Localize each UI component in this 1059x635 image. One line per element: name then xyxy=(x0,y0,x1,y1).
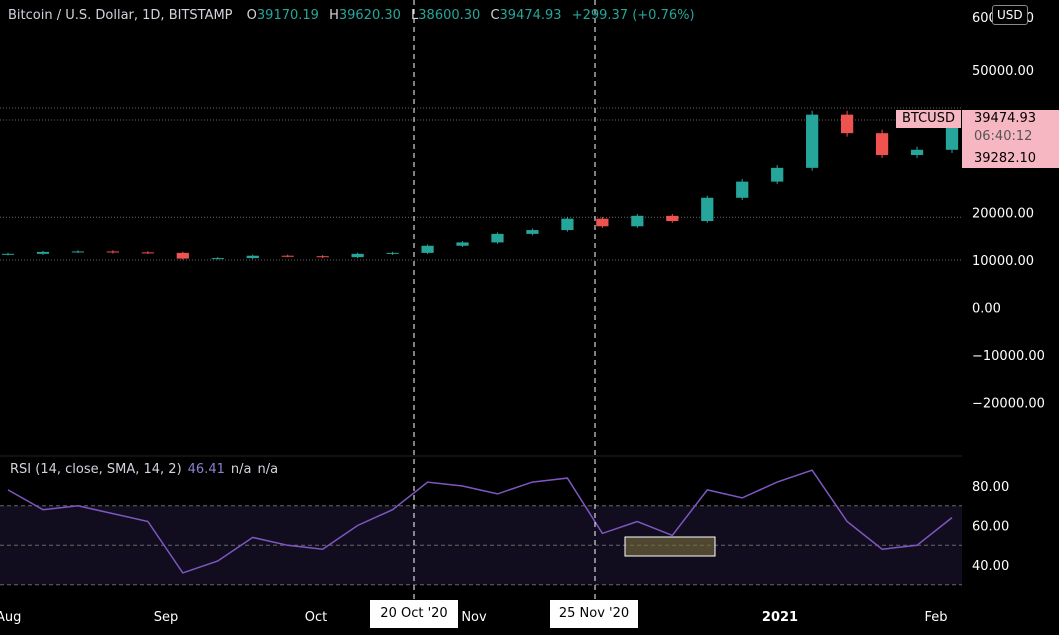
countdown-label: 06:40:12 xyxy=(974,129,1033,144)
time-tick-label: Oct xyxy=(305,610,327,625)
crosshair-date-2-label: 25 Nov '20 xyxy=(558,606,630,621)
candle xyxy=(141,252,154,254)
candle xyxy=(771,167,784,182)
second-price-tag: 39282.10 xyxy=(962,150,1059,168)
ohlc-close-label: C xyxy=(490,8,500,23)
candle xyxy=(351,253,364,258)
rsi-legend: RSI (14, close, SMA, 14, 2) 46.41 n/a n/a xyxy=(10,462,278,477)
time-tick-label: Sep xyxy=(154,610,179,625)
ohlc-low-label: L xyxy=(411,8,419,23)
price-tick-label: 10000.00 xyxy=(972,254,1034,269)
candle xyxy=(211,258,224,260)
candle xyxy=(71,251,85,253)
candle xyxy=(456,242,469,246)
rsi-line xyxy=(7,469,953,574)
candle xyxy=(386,252,399,254)
ohlc-high-label: H xyxy=(329,8,339,23)
candle xyxy=(631,215,644,227)
candle xyxy=(701,197,714,222)
crosshair-date-2: 25 Nov '20 xyxy=(550,600,638,628)
time-tick-label: Aug xyxy=(0,610,21,625)
ohlc-low-value: 38600.30 xyxy=(418,8,481,23)
candle xyxy=(526,230,539,234)
candle xyxy=(840,114,854,134)
rsi-highlight-box xyxy=(624,536,716,557)
rsi-na-2: n/a xyxy=(257,462,279,477)
symbol-legend: Bitcoin / U.S. Dollar, 1D, BITSTAMP O391… xyxy=(8,8,695,23)
candle xyxy=(736,181,749,198)
candle xyxy=(910,149,924,156)
rsi-tick-label: 40.00 xyxy=(972,559,1009,574)
candle xyxy=(421,245,434,253)
ohlc-open-label: O xyxy=(246,8,257,23)
candle xyxy=(806,114,819,168)
symbol-tag: BTCUSD xyxy=(896,110,961,128)
second-price-label: 39282.10 xyxy=(974,151,1037,166)
last-price-tag: 39474.93 06:40:12 xyxy=(962,110,1059,150)
time-tick-label: 2021 xyxy=(762,610,798,625)
candle xyxy=(36,251,50,254)
candle xyxy=(561,218,574,231)
rsi-value: 46.41 xyxy=(187,462,225,477)
candle xyxy=(316,256,329,258)
candle xyxy=(875,133,889,156)
ohlc-open-value: 39170.19 xyxy=(256,8,319,23)
candle xyxy=(666,215,679,222)
rsi-na-1: n/a xyxy=(230,462,252,477)
candle xyxy=(596,218,609,227)
candle xyxy=(491,233,504,243)
rsi-band xyxy=(0,505,962,585)
price-tick-label: 0.00 xyxy=(972,302,1001,317)
candle xyxy=(1,253,15,255)
price-tick-label: −10000.00 xyxy=(972,349,1045,364)
price-tick-label: 20000.00 xyxy=(972,207,1034,222)
price-change: +299.37 (+0.76%) xyxy=(571,8,695,23)
symbol-title[interactable]: Bitcoin / U.S. Dollar, 1D, BITSTAMP xyxy=(8,8,233,23)
candle xyxy=(176,252,189,259)
candle xyxy=(246,255,259,259)
crosshair-date-1: 20 Oct '20 xyxy=(370,600,458,628)
rsi-tick-label: 60.00 xyxy=(972,520,1009,535)
rsi-tick-label: 80.00 xyxy=(972,480,1009,495)
time-tick-label: Nov xyxy=(461,610,487,625)
crosshair-date-1-label: 20 Oct '20 xyxy=(380,606,448,621)
time-tick-label: Feb xyxy=(924,610,947,625)
symbol-tag-label: BTCUSD xyxy=(902,111,955,126)
price-tick-label: 50000.00 xyxy=(972,64,1034,79)
ohlc-high-value: 39620.30 xyxy=(338,8,401,23)
ohlc-close-value: 39474.93 xyxy=(499,8,562,23)
currency-button[interactable]: USD xyxy=(992,5,1028,25)
price-tick-label: −20000.00 xyxy=(972,397,1045,412)
candle xyxy=(281,255,294,257)
last-price-label: 39474.93 xyxy=(974,111,1037,126)
candle xyxy=(106,251,120,253)
rsi-legend-label[interactable]: RSI (14, close, SMA, 14, 2) xyxy=(10,462,182,477)
